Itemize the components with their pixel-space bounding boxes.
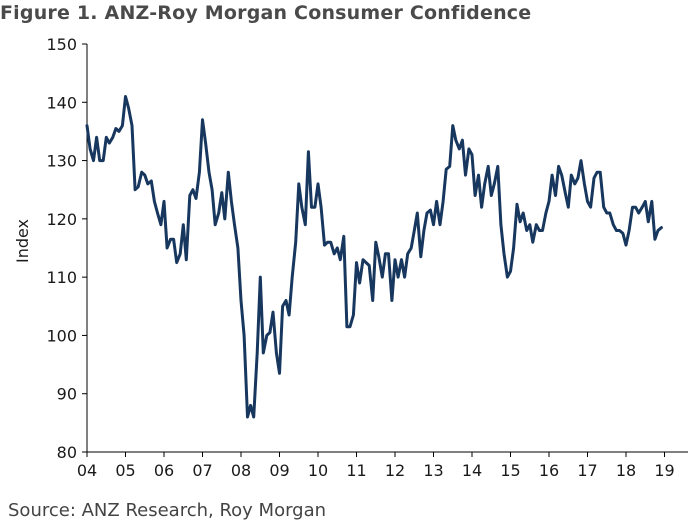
x-tick-label: 06 (154, 461, 174, 480)
y-tick-label: 130 (46, 152, 77, 171)
x-tick-label: 08 (231, 461, 251, 480)
x-tick-label: 17 (577, 461, 597, 480)
y-tick-labels: 80 90 100 110 120 130 140 150 (46, 35, 77, 462)
x-tick-label: 10 (308, 461, 328, 480)
source-note: Source: ANZ Research, Roy Morgan (8, 500, 327, 521)
x-tick-label: 07 (192, 461, 212, 480)
x-tick-label: 13 (423, 461, 443, 480)
x-tick-labels: 04 05 06 07 08 09 10 11 12 13 14 15 16 17 18 19 (77, 461, 675, 480)
x-tick-label: 14 (462, 461, 482, 480)
chart-canvas: 80 90 100 110 120 130 140 150 04 05 06 07 08 09 10 11 1… (13, 35, 688, 480)
chart-title: Figure 1. ANZ-Roy Morgan Consumer Confid… (0, 2, 532, 24)
y-tick-label: 90 (57, 385, 77, 404)
y-tick-label: 80 (57, 443, 77, 462)
x-tick-label: 19 (654, 461, 674, 480)
y-tick-label: 100 (46, 326, 77, 345)
y-tick-label: 120 (46, 210, 77, 229)
series-line (85, 95, 663, 419)
x-tick-label: 18 (616, 461, 636, 480)
y-tick-label: 110 (46, 268, 77, 287)
x-tick-label: 15 (500, 461, 520, 480)
x-tick-label: 12 (385, 461, 405, 480)
x-tick-label: 04 (77, 461, 97, 480)
x-tick-label: 16 (539, 461, 559, 480)
chart-axes (82, 43, 688, 457)
series-layer (85, 95, 663, 419)
x-tick-label: 11 (346, 461, 366, 480)
y-tick-label: 140 (46, 93, 77, 112)
y-axis-label: Index (13, 219, 32, 263)
y-tick-label: 150 (46, 35, 77, 54)
x-tick-label: 09 (269, 461, 289, 480)
x-tick-label: 05 (115, 461, 135, 480)
